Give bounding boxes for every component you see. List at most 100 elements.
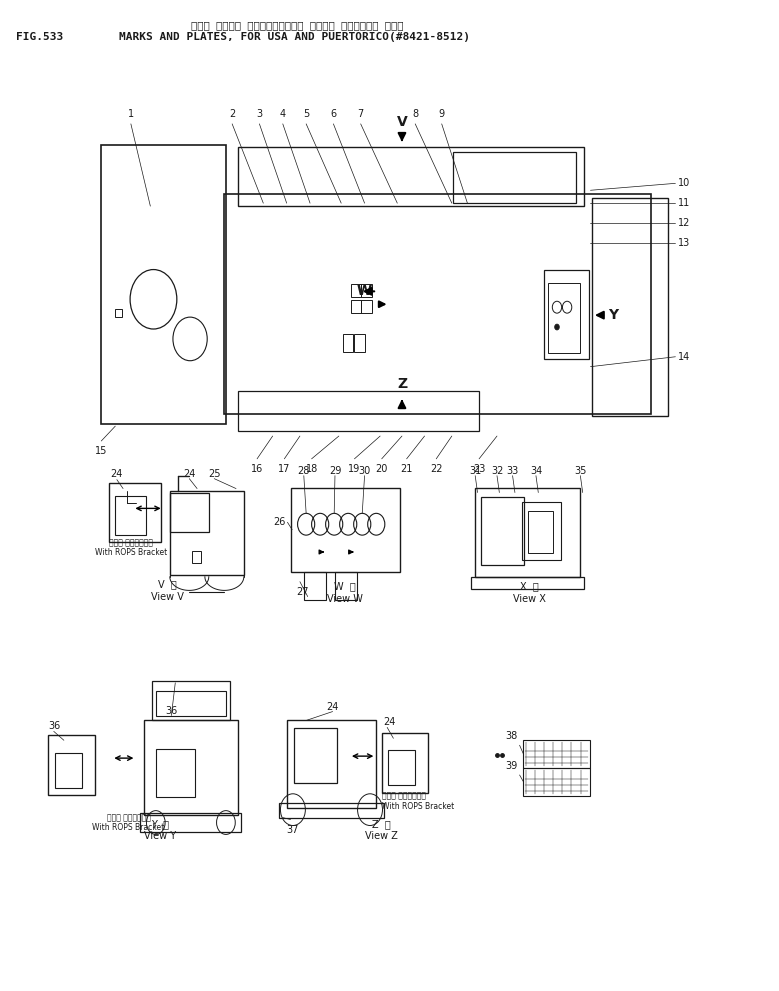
- Text: With ROPS Bracket: With ROPS Bracket: [382, 802, 454, 811]
- Text: 2: 2: [229, 109, 235, 119]
- Text: 19: 19: [348, 464, 361, 474]
- Bar: [343, 334, 353, 352]
- Text: 24: 24: [326, 702, 339, 712]
- Bar: [101, 145, 226, 424]
- Bar: [522, 502, 561, 560]
- Text: 18: 18: [305, 464, 318, 474]
- Bar: [548, 283, 580, 353]
- Text: Z  見: Z 見: [372, 820, 391, 829]
- Bar: [481, 497, 524, 565]
- Text: 16: 16: [251, 464, 263, 474]
- Text: With ROPS Bracket: With ROPS Bracket: [95, 548, 167, 557]
- Text: 23: 23: [473, 464, 485, 474]
- Bar: [279, 803, 384, 818]
- Text: 24: 24: [383, 717, 396, 727]
- Bar: [238, 391, 479, 431]
- Bar: [544, 270, 589, 359]
- Text: 4: 4: [280, 109, 286, 119]
- Text: View X: View X: [513, 594, 546, 604]
- Bar: [351, 300, 361, 313]
- Bar: [287, 720, 376, 808]
- Bar: [140, 813, 241, 832]
- Text: 27: 27: [296, 587, 308, 597]
- Text: 24: 24: [183, 469, 196, 479]
- Text: View V: View V: [151, 592, 184, 602]
- Bar: [152, 681, 230, 720]
- Bar: [523, 740, 590, 768]
- Bar: [294, 728, 337, 783]
- Text: V  見: V 見: [158, 580, 177, 590]
- Bar: [170, 491, 244, 575]
- Text: 38: 38: [506, 731, 518, 741]
- Bar: [115, 496, 146, 535]
- Text: 22: 22: [430, 464, 442, 474]
- Text: 36: 36: [165, 706, 178, 716]
- Text: 11: 11: [678, 198, 690, 208]
- Bar: [361, 284, 372, 297]
- Text: 15: 15: [95, 446, 108, 456]
- Text: 25: 25: [208, 469, 220, 479]
- Bar: [354, 334, 365, 352]
- Text: 35: 35: [574, 466, 587, 476]
- Text: W: W: [356, 284, 372, 298]
- Bar: [238, 147, 584, 206]
- Bar: [523, 768, 590, 796]
- Text: View Z: View Z: [365, 831, 398, 841]
- Circle shape: [555, 324, 559, 330]
- Text: 8: 8: [412, 109, 418, 119]
- Bar: [528, 511, 553, 553]
- Text: 3: 3: [256, 109, 263, 119]
- Text: 34: 34: [530, 466, 542, 476]
- Bar: [471, 577, 584, 589]
- Text: 26: 26: [273, 517, 286, 527]
- Text: ロプス ブラケット付: ロプス ブラケット付: [382, 792, 425, 801]
- Text: Z: Z: [397, 378, 407, 391]
- Bar: [304, 572, 326, 600]
- Bar: [592, 198, 668, 416]
- Bar: [388, 750, 415, 785]
- Bar: [170, 493, 209, 532]
- Text: 30: 30: [358, 466, 371, 476]
- Text: 12: 12: [678, 218, 690, 228]
- Text: マーク オヨビ゛ プレート（アメリカ オヨビ゛ プエルトリコ ヨウ）: マーク オヨビ゛ プレート（アメリカ オヨビ゛ プエルトリコ ヨウ）: [191, 20, 404, 30]
- Text: 28: 28: [298, 466, 310, 476]
- Bar: [453, 152, 576, 203]
- Text: 21: 21: [400, 464, 413, 474]
- Bar: [382, 733, 428, 793]
- Text: FIG.533: FIG.533: [16, 32, 63, 42]
- Text: 37: 37: [287, 825, 299, 834]
- Text: 20: 20: [375, 464, 388, 474]
- Bar: [156, 749, 195, 797]
- Text: 13: 13: [678, 238, 690, 248]
- Text: ロプス ブラケット付: ロプス ブラケット付: [107, 814, 150, 823]
- Bar: [192, 551, 201, 563]
- Bar: [144, 720, 238, 815]
- Text: Y  見: Y 見: [150, 820, 169, 829]
- Bar: [48, 735, 95, 795]
- Text: X  見: X 見: [520, 582, 539, 592]
- Text: 14: 14: [678, 352, 690, 362]
- Bar: [291, 488, 400, 572]
- Text: 1: 1: [128, 109, 134, 119]
- Bar: [156, 691, 226, 716]
- Bar: [335, 572, 357, 600]
- Text: 17: 17: [278, 464, 291, 474]
- Text: V: V: [397, 115, 407, 129]
- Bar: [351, 284, 361, 297]
- Text: 39: 39: [506, 761, 518, 771]
- Bar: [224, 194, 651, 414]
- Bar: [361, 300, 372, 313]
- Text: 6: 6: [330, 109, 337, 119]
- Text: 24: 24: [111, 469, 123, 479]
- Text: W  見: W 見: [334, 582, 356, 592]
- Text: 33: 33: [506, 466, 519, 476]
- Bar: [475, 488, 580, 577]
- Text: 9: 9: [439, 109, 445, 119]
- Text: 29: 29: [329, 466, 341, 476]
- Text: 32: 32: [491, 466, 503, 476]
- Text: MARKS AND PLATES, FOR USA AND PUERTORICO(#8421-8512): MARKS AND PLATES, FOR USA AND PUERTORICO…: [119, 32, 471, 42]
- Bar: [115, 309, 122, 317]
- Text: 36: 36: [48, 721, 61, 731]
- Text: View Y: View Y: [143, 831, 176, 841]
- Text: 31: 31: [469, 466, 481, 476]
